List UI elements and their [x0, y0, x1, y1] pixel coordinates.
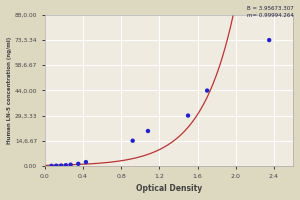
Point [267, 38, 272, 42]
X-axis label: Optical Density: Optical Density [136, 184, 202, 193]
Point [54, 164, 59, 167]
Point [83, 160, 88, 164]
Point [130, 139, 135, 142]
Point [64, 164, 68, 167]
Point [186, 114, 190, 117]
Point [68, 163, 73, 166]
Point [146, 129, 150, 133]
Point [76, 162, 81, 165]
Y-axis label: Human LN-5 concentration (ng/ml): Human LN-5 concentration (ng/ml) [7, 37, 12, 144]
Point [49, 164, 54, 167]
Text: B = 3.95673.307
m= 0.99994.264: B = 3.95673.307 m= 0.99994.264 [247, 6, 294, 18]
Point [205, 89, 209, 92]
Point [59, 164, 64, 167]
